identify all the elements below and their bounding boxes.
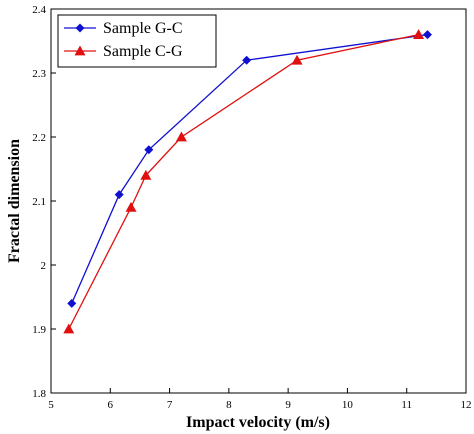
data-point-sample-g-c [67, 298, 77, 308]
series-line-sample-g-c [71, 33, 428, 304]
x-tick-label: 7 [167, 399, 173, 411]
data-point-sample-c-g [63, 323, 75, 334]
data-point-sample-c-g [140, 169, 152, 180]
data-point-sample-c-g [413, 29, 425, 39]
data-point-sample-g-c [114, 190, 124, 200]
legend-label-sample-c-g: Sample C-G [103, 43, 183, 60]
y-tick-label: 1.8 [32, 388, 46, 400]
x-tick-label: 12 [461, 399, 472, 411]
y-tick-label: 2.4 [32, 4, 46, 16]
x-axis-ticks: 5 6 7 8 9 10 11 12 [48, 388, 472, 411]
x-tick-label: 5 [48, 399, 54, 411]
y-axis-ticks: 1.8 1.9 2 2.1 2.2 2.3 2.4 [32, 4, 56, 400]
x-axis-title: Impact velocity (m/s) [186, 414, 330, 431]
y-tick-label: 2.1 [32, 196, 46, 208]
x-tick-label: 6 [108, 399, 114, 411]
y-tick-label: 1.9 [32, 324, 46, 336]
data-point-sample-g-c [144, 145, 154, 155]
series-layer [63, 29, 432, 334]
data-point-sample-c-g [125, 201, 137, 212]
series-line-sample-c-g [68, 33, 419, 330]
x-tick-label: 9 [285, 399, 291, 411]
legend-label-sample-g-c: Sample G-C [103, 20, 183, 37]
legend-marker-sample-g-c [75, 23, 85, 33]
y-tick-label: 2.3 [32, 68, 46, 80]
data-point-sample-g-c [422, 30, 432, 40]
y-tick-label: 2.2 [32, 132, 46, 144]
legend: Sample G-C Sample C-G [57, 14, 217, 68]
x-tick-label: 11 [401, 399, 412, 411]
legend-marker-sample-c-g [74, 45, 86, 56]
data-point-sample-c-g [291, 54, 303, 65]
legend-box [57, 14, 217, 68]
x-tick-label: 10 [342, 399, 354, 411]
x-tick-label: 8 [226, 399, 232, 411]
y-axis-title: Fractal dimension [6, 139, 23, 263]
data-point-sample-c-g [175, 131, 187, 142]
data-point-sample-g-c [242, 55, 252, 65]
y-tick-label: 2 [41, 260, 47, 272]
